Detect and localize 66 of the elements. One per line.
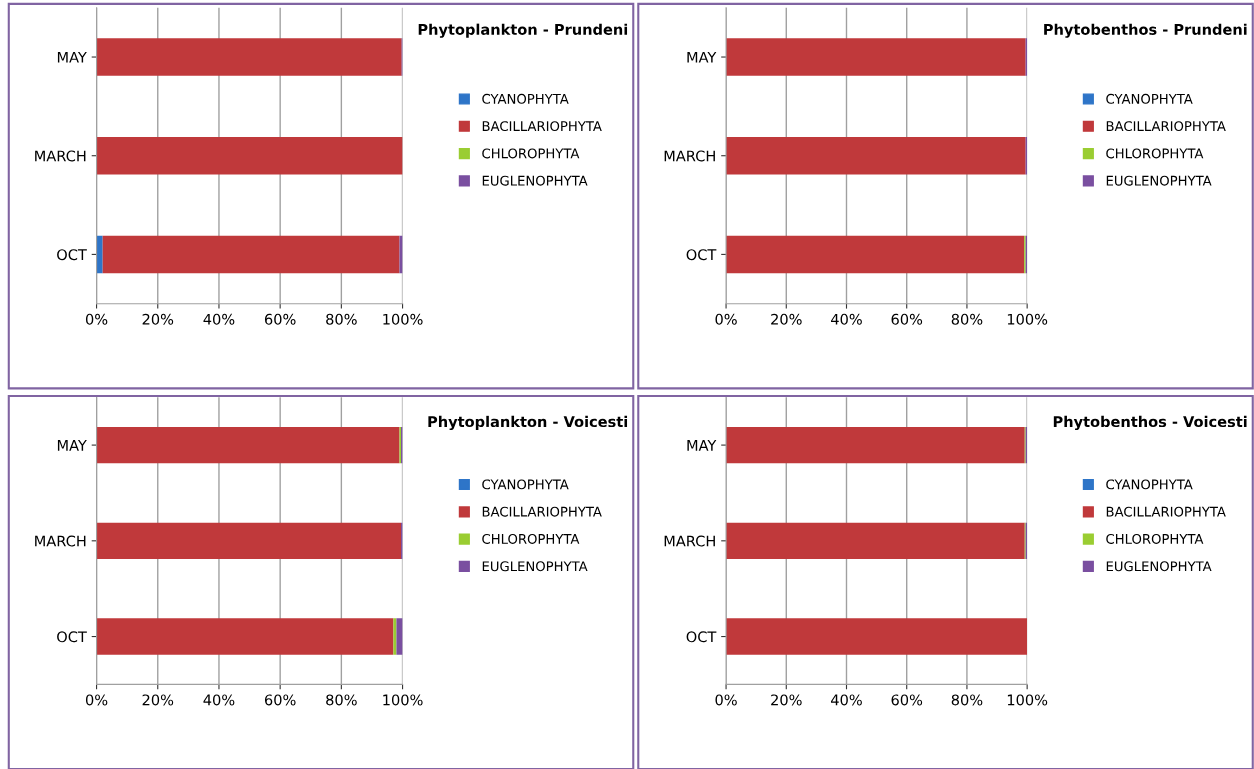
x-tick-label: 60% [264,313,296,325]
y-tick-label: MARCH [664,150,715,162]
bar [96,136,403,175]
legend-label: EUGLENOPHYTA [1106,175,1212,186]
x-tick-label: 60% [891,313,923,325]
x-tick-label: 60% [891,694,923,706]
legend-label: CHLOROPHYTA [482,533,580,544]
bar [393,618,397,655]
y-tick-label: OCT [57,249,87,261]
legend-label: CYANOPHYTA [482,479,569,490]
x-tick-label: 20% [771,313,802,325]
y-tick-label: OCT [686,631,717,643]
bar [96,618,394,655]
x-tick-label: 20% [142,694,174,706]
x-tick-label: 100% [1007,313,1048,325]
y-tick-label: MAY [687,440,717,451]
text: Phytoplankton - Voicesti [428,415,628,431]
x-tick-label: 0% [715,694,737,706]
bar [96,522,402,560]
y-tick-label: OCT [686,249,717,261]
legend-label: BACILLARIOPHYTA [482,121,602,132]
legend-label: EUGLENOPHYTA [482,175,588,186]
y-tick-label: MAY [687,51,717,63]
legend-label: CYANOPHYTA [1106,93,1193,104]
x-tick-label: 0% [85,694,108,706]
legend-label: CYANOPHYTA [482,93,569,104]
y-tick-label: MAY [57,440,87,451]
legend-label: BACILLARIOPHYTA [482,506,602,517]
legend-label: CHLOROPHYTA [482,148,580,159]
bar [102,235,400,274]
x-tick-label: 80% [326,313,357,325]
x-tick-label: 80% [951,313,983,325]
y-tick-label: MARCH [35,535,86,547]
y-tick-label: MARCH [664,535,715,547]
text: Phytoplankton - Prundeni [418,23,628,38]
legend-label: CHLOROPHYTA [1106,148,1204,159]
x-tick-label: 80% [326,694,357,706]
x-tick-label: 0% [85,313,108,325]
text: Phytobenthos - Prundeni [1044,23,1247,38]
x-tick-label: 40% [831,313,862,325]
x-tick-label: 40% [203,313,235,325]
x-tick-label: 100% [383,694,423,706]
x-tick-label: 0% [715,313,737,325]
y-tick-label: OCT [57,631,87,643]
x-tick-label: 60% [264,694,296,706]
legend-label: CYANOPHYTA [1106,479,1193,490]
x-tick-label: 40% [203,694,235,706]
legend-label: EUGLENOPHYTA [1106,561,1212,572]
text: Phytobenthos - Voicesti [1053,415,1247,431]
x-tick-label: 100% [1007,694,1048,706]
bar [399,235,403,274]
x-tick-label: 100% [383,313,423,325]
bar [96,426,400,464]
x-tick-label: 20% [142,313,174,325]
bar [396,618,403,655]
legend-label: BACILLARIOPHYTA [1106,506,1226,517]
legend-label: EUGLENOPHYTA [482,561,588,572]
x-tick-label: 80% [951,694,983,706]
legend-label: CHLOROPHYTA [1106,533,1204,544]
legend-label: BACILLARIOPHYTA [1106,121,1226,132]
y-tick-label: MARCH [35,150,86,162]
bar [96,235,103,274]
y-tick-label: MAY [57,51,87,63]
x-tick-label: 20% [771,694,802,706]
bar [96,38,402,76]
x-tick-label: 40% [831,694,862,706]
